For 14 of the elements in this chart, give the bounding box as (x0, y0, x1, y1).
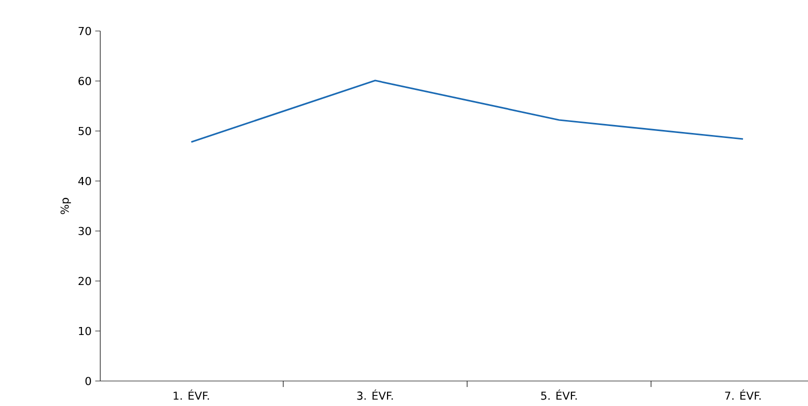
y-tick-label: 30 (78, 226, 91, 236)
y-tick-label: 0 (85, 376, 91, 386)
y-tick-label: 50 (78, 126, 91, 136)
y-tick-label: 40 (78, 176, 91, 186)
x-tick-label: 3. ÉVF. (357, 390, 393, 400)
y-tick-label: 20 (78, 276, 91, 286)
y-tick-label: 60 (78, 76, 91, 86)
x-tick-label: 5. ÉVF. (541, 390, 577, 400)
x-tick-label: 7. ÉVF. (725, 390, 761, 400)
y-axis-title: %p (60, 198, 71, 214)
line-series (190, 80, 744, 143)
y-tick-label: 70 (78, 26, 91, 36)
x-tick-label: 1. ÉVF. (174, 390, 209, 400)
y-tick-label: 10 (78, 326, 91, 336)
